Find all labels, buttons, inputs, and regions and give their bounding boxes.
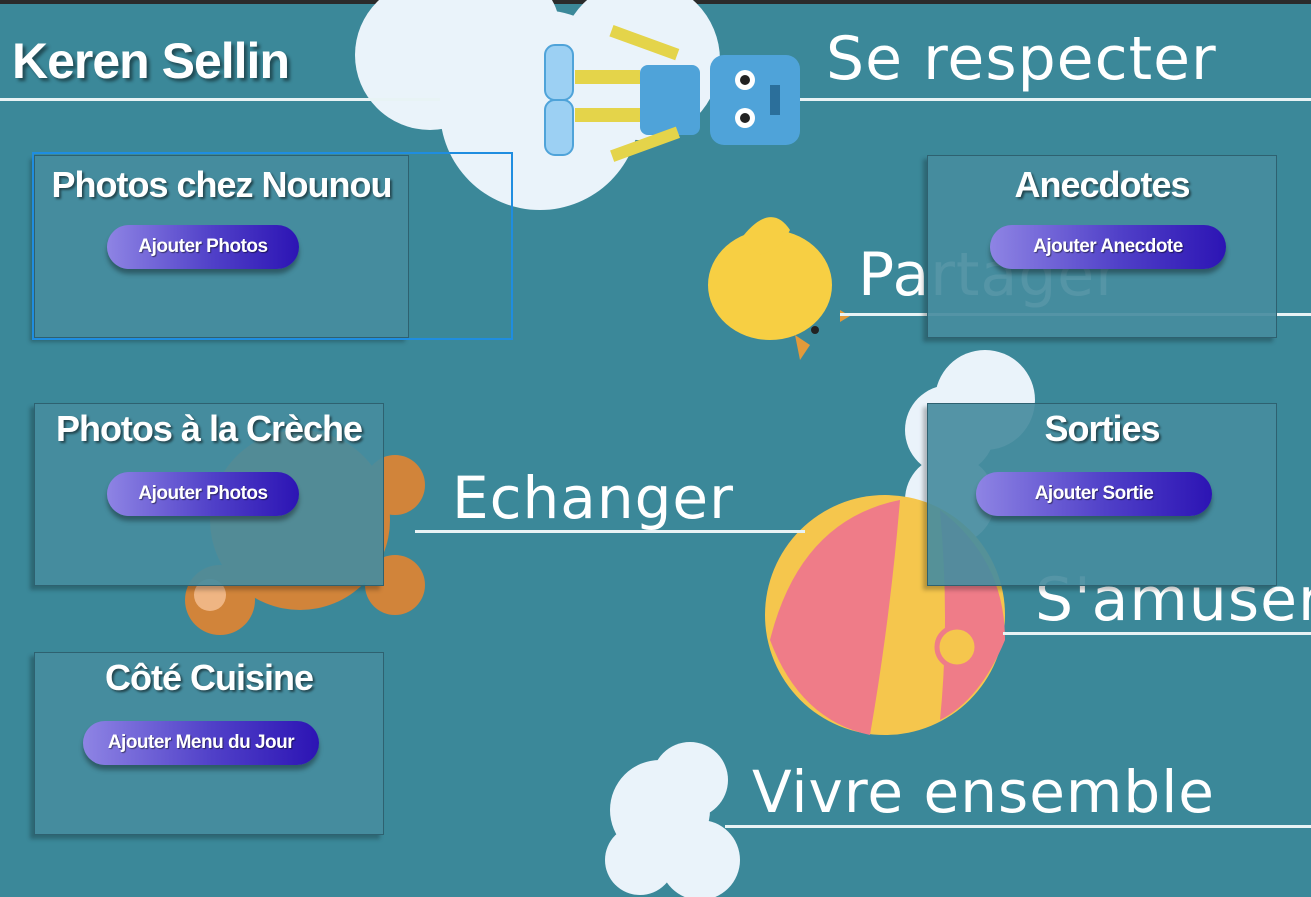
- card-photos-creche: Photos à la Crèche Ajouter Photos: [34, 403, 384, 586]
- add-menu-du-jour-button[interactable]: Ajouter Menu du Jour: [83, 721, 319, 765]
- bg-line-6: [725, 825, 1311, 828]
- card-sorties: Sorties Ajouter Sortie: [927, 403, 1277, 586]
- bg-line-5: [1003, 632, 1311, 635]
- card-title: Photos à la Crèche: [55, 408, 363, 449]
- focus-outline: [32, 152, 513, 340]
- bg-line-4: [415, 530, 805, 533]
- add-photos-creche-button[interactable]: Ajouter Photos: [107, 472, 299, 516]
- add-anecdote-button[interactable]: Ajouter Anecdote: [990, 225, 1226, 269]
- cloud-bottom-illustration: [605, 742, 740, 897]
- card-anecdotes: Anecdotes Ajouter Anecdote: [927, 155, 1277, 338]
- user-name: Keren Sellin: [12, 33, 290, 89]
- card-title: Photos chez Nounou: [51, 164, 393, 205]
- card-title: Côté Cuisine: [104, 657, 314, 698]
- bg-line-2: [800, 98, 1311, 101]
- card-title: Anecdotes: [1014, 164, 1190, 205]
- robot-illustration: [544, 25, 800, 162]
- duck-illustration: [708, 217, 850, 360]
- bg-word-vivre-ensemble: Vivre ensemble: [752, 758, 1215, 826]
- bg-word-se-respecter: Se respecter: [826, 24, 1217, 94]
- card-cote-cuisine: Côté Cuisine Ajouter Menu du Jour: [34, 652, 384, 835]
- add-photos-nounou-button[interactable]: Ajouter Photos: [107, 225, 299, 269]
- add-sortie-button[interactable]: Ajouter Sortie: [976, 472, 1212, 516]
- card-photos-nounou: Photos chez Nounou Ajouter Photos: [34, 155, 409, 338]
- bg-word-echanger: Echanger: [452, 464, 734, 532]
- bg-line-1: [0, 98, 440, 101]
- card-title: Sorties: [1044, 408, 1160, 449]
